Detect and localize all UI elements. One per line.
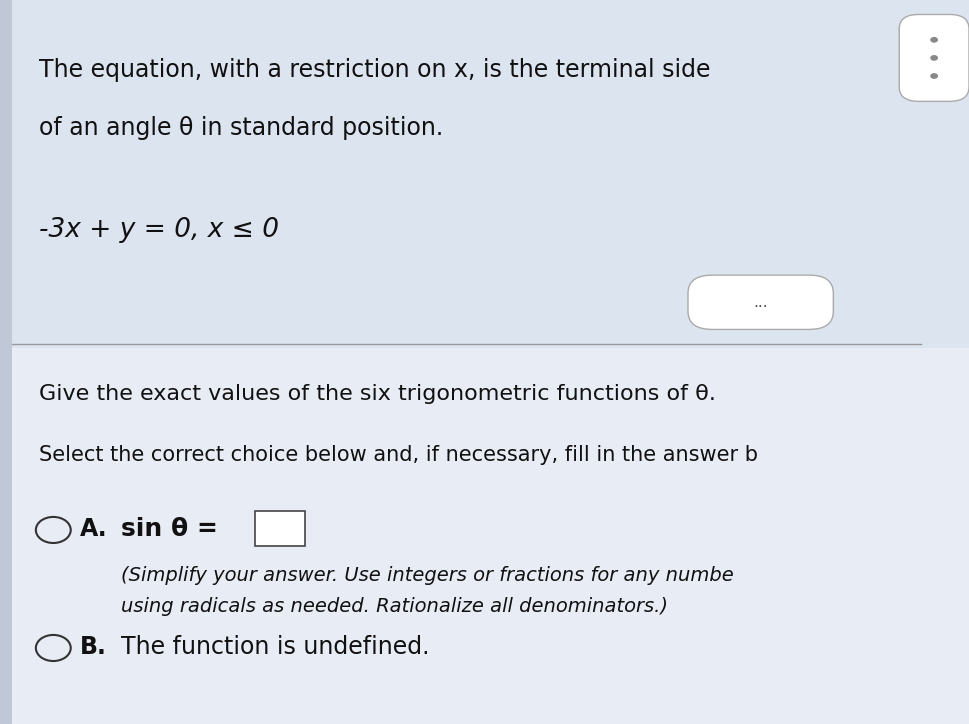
Text: ...: ... <box>753 295 768 310</box>
Text: of an angle θ in standard position.: of an angle θ in standard position. <box>39 116 443 140</box>
Text: using radicals as needed. Rationalize all denominators.): using radicals as needed. Rationalize al… <box>121 597 668 616</box>
Text: -3x + y = 0, x ≤ 0: -3x + y = 0, x ≤ 0 <box>39 217 279 243</box>
Text: (Simplify your answer. Use integers or fractions for any numbe: (Simplify your answer. Use integers or f… <box>121 566 734 585</box>
Text: Select the correct choice below and, if necessary, fill in the answer b: Select the correct choice below and, if … <box>39 445 758 466</box>
Text: B.: B. <box>79 634 107 659</box>
FancyBboxPatch shape <box>12 0 969 348</box>
FancyBboxPatch shape <box>12 348 969 724</box>
Text: Give the exact values of the six trigonometric functions of θ.: Give the exact values of the six trigono… <box>39 384 716 404</box>
Text: The equation, with a restriction on x, is the terminal side: The equation, with a restriction on x, i… <box>39 58 710 82</box>
FancyBboxPatch shape <box>0 0 12 724</box>
FancyBboxPatch shape <box>899 14 969 101</box>
Circle shape <box>930 37 938 43</box>
FancyBboxPatch shape <box>255 511 305 546</box>
Text: A.: A. <box>79 516 108 541</box>
Text: sin θ =: sin θ = <box>121 516 218 541</box>
Circle shape <box>930 73 938 79</box>
Circle shape <box>930 55 938 61</box>
Text: The function is undefined.: The function is undefined. <box>121 634 429 659</box>
FancyBboxPatch shape <box>688 275 833 329</box>
